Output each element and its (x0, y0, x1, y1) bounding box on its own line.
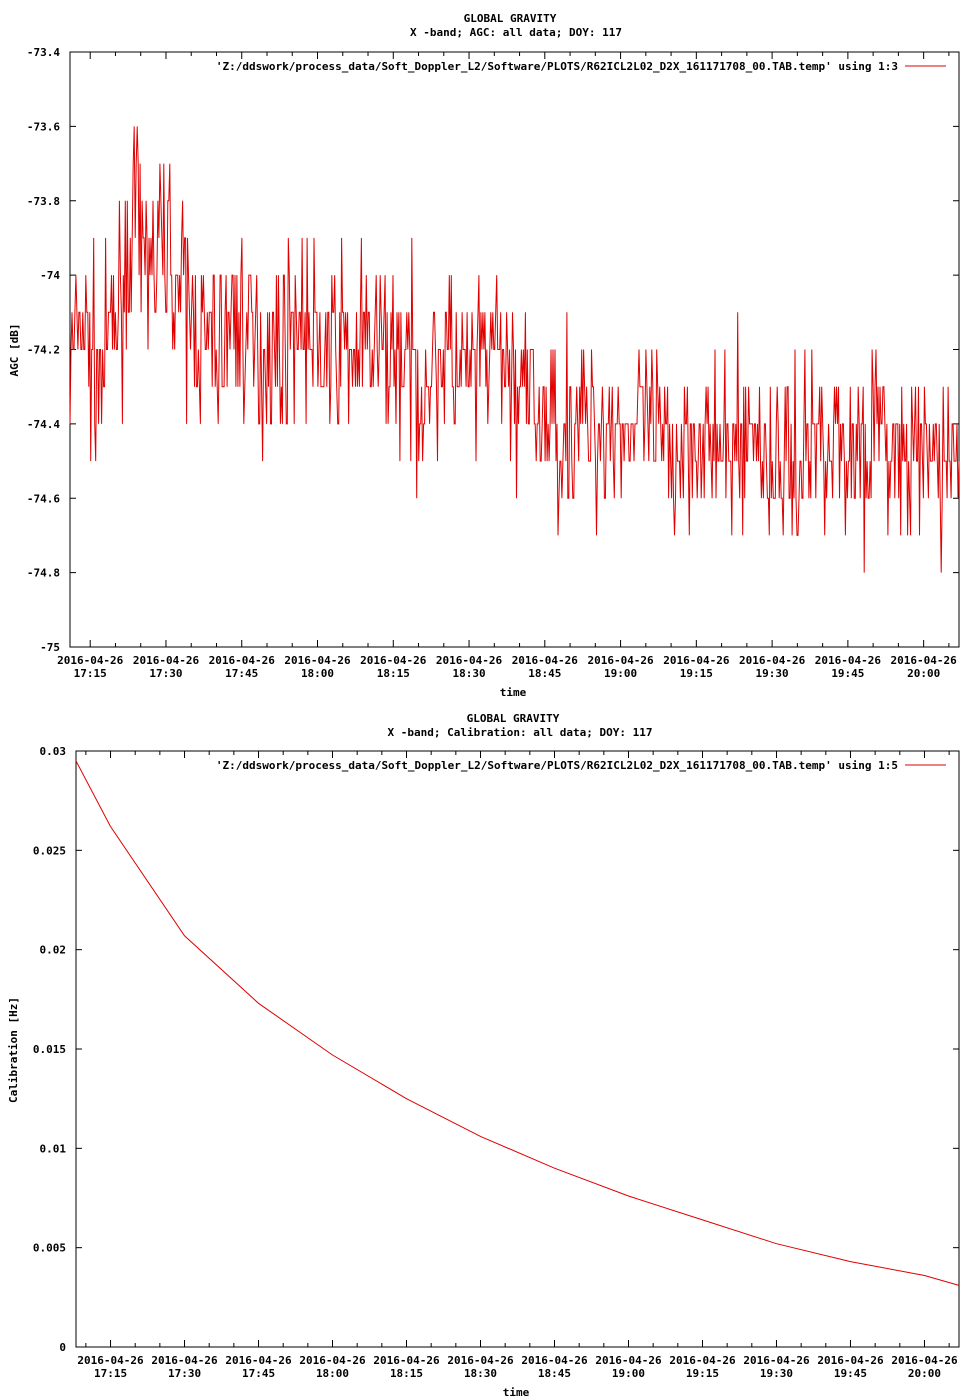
calibration-x-tick-time: 18:00 (316, 1367, 349, 1380)
calibration-x-tick-date: 2016-04-26 (225, 1354, 292, 1367)
agc-chart: GLOBAL GRAVITY X -band; AGC: all data; D… (8, 12, 960, 699)
calibration-y-ticks: 0.03 0.025 0.02 0.015 0.01 0.005 0 (33, 745, 959, 1354)
calibration-series-line (75, 760, 960, 1286)
agc-x-tick-date: 2016-04-26 (663, 654, 730, 667)
calibration-x-tick-date: 2016-04-26 (595, 1354, 662, 1367)
calibration-plot-frame (75, 750, 960, 1348)
agc-x-tick-time: 18:30 (452, 667, 485, 680)
agc-x-tick-date: 2016-04-26 (284, 654, 351, 667)
calibration-y-tick-label: 0.03 (40, 745, 67, 758)
agc-y-tick-label: -73.6 (27, 120, 60, 133)
calibration-y-tick-label: 0.02 (40, 944, 67, 957)
agc-legend-label: 'Z:/ddswork/process_data/Soft_Doppler_L2… (216, 60, 898, 73)
calibration-x-tick-date: 2016-04-26 (817, 1354, 884, 1367)
calibration-x-tick-time: 17:45 (242, 1367, 275, 1380)
agc-x-tick-time: 17:30 (149, 667, 182, 680)
calibration-x-tick-time: 17:15 (94, 1367, 127, 1380)
agc-y-tick-label: -74.8 (27, 567, 60, 580)
calibration-x-tick-date: 2016-04-26 (891, 1354, 958, 1367)
agc-x-tick-time: 17:15 (74, 667, 107, 680)
calibration-x-tick-date: 2016-04-26 (299, 1354, 366, 1367)
agc-plot-frame (69, 51, 960, 648)
calibration-x-tick-date: 2016-04-26 (373, 1354, 440, 1367)
agc-x-tick-time: 19:00 (604, 667, 637, 680)
agc-x-tick-date: 2016-04-26 (739, 654, 806, 667)
calibration-x-tick-time: 18:45 (538, 1367, 571, 1380)
agc-x-tick-time: 19:30 (756, 667, 789, 680)
calibration-x-tick-date: 2016-04-26 (521, 1354, 588, 1367)
calibration-y-tick-label: 0 (59, 1341, 66, 1354)
agc-x-tick-date: 2016-04-26 (209, 654, 276, 667)
calibration-y-axis-label: Calibration [Hz] (7, 997, 20, 1103)
agc-x-tick-time: 20:00 (907, 667, 940, 680)
calibration-chart: GLOBAL GRAVITY X -band; Calibration: all… (7, 712, 960, 1399)
agc-y-tick-label: -74.4 (27, 418, 60, 431)
agc-x-tick-time: 18:00 (301, 667, 334, 680)
agc-y-axis-label: AGC [dB] (8, 324, 21, 377)
agc-x-ticks: 2016-04-2617:152016-04-2617:302016-04-26… (57, 52, 957, 680)
agc-x-tick-date: 2016-04-26 (360, 654, 427, 667)
agc-x-tick-time: 19:45 (831, 667, 864, 680)
agc-x-tick-date: 2016-04-26 (133, 654, 200, 667)
calibration-y-tick-label: 0.025 (33, 844, 66, 857)
agc-y-tick-label: -74.6 (27, 492, 60, 505)
agc-x-tick-date: 2016-04-26 (891, 654, 958, 667)
agc-x-axis-label: time (500, 686, 527, 699)
calibration-x-ticks: 2016-04-2617:152016-04-2617:302016-04-26… (77, 751, 958, 1380)
calibration-x-tick-time: 18:15 (390, 1367, 423, 1380)
calibration-x-tick-date: 2016-04-26 (447, 1354, 514, 1367)
calibration-x-axis-label: time (503, 1386, 530, 1399)
agc-y-tick-label: -74 (40, 269, 60, 282)
calibration-x-tick-date: 2016-04-26 (77, 1354, 144, 1367)
agc-x-tick-date: 2016-04-26 (512, 654, 579, 667)
calibration-legend-label: 'Z:/ddswork/process_data/Soft_Doppler_L2… (216, 759, 898, 772)
calibration-x-tick-date: 2016-04-26 (669, 1354, 736, 1367)
calibration-x-tick-time: 19:00 (612, 1367, 645, 1380)
calibration-y-tick-label: 0.01 (40, 1142, 67, 1155)
calibration-x-tick-time: 18:30 (464, 1367, 497, 1380)
agc-x-tick-date: 2016-04-26 (587, 654, 654, 667)
calibration-x-tick-time: 19:45 (834, 1367, 867, 1380)
agc-chart-title: GLOBAL GRAVITY (464, 12, 557, 25)
agc-x-tick-date: 2016-04-26 (436, 654, 503, 667)
agc-series-line (69, 126, 960, 573)
calibration-x-tick-date: 2016-04-26 (743, 1354, 810, 1367)
calibration-x-tick-time: 19:15 (686, 1367, 719, 1380)
agc-x-tick-date: 2016-04-26 (57, 654, 124, 667)
calibration-y-tick-label: 0.005 (33, 1242, 66, 1255)
agc-chart-subtitle: X -band; AGC: all data; DOY: 117 (410, 26, 622, 39)
calibration-chart-subtitle: X -band; Calibration: all data; DOY: 117 (388, 726, 653, 739)
agc-y-tick-label: -75 (40, 641, 60, 654)
agc-x-tick-time: 19:15 (680, 667, 713, 680)
calibration-y-tick-label: 0.015 (33, 1043, 66, 1056)
calibration-x-tick-time: 17:30 (168, 1367, 201, 1380)
agc-x-tick-date: 2016-04-26 (815, 654, 882, 667)
agc-y-tick-label: -74.2 (27, 344, 60, 357)
agc-x-tick-time: 18:15 (377, 667, 410, 680)
calibration-chart-title: GLOBAL GRAVITY (467, 712, 560, 725)
agc-x-tick-time: 17:45 (225, 667, 258, 680)
agc-y-tick-label: -73.8 (27, 195, 60, 208)
calibration-x-tick-time: 20:00 (908, 1367, 941, 1380)
calibration-x-tick-date: 2016-04-26 (151, 1354, 218, 1367)
agc-y-ticks: -73.4 -73.6 -73.8 -74 -74.2 -74.4 -74.6 -74.8 -7… (27, 46, 959, 654)
agc-y-tick-label: -73.4 (27, 46, 60, 59)
agc-x-tick-time: 18:45 (528, 667, 561, 680)
calibration-x-tick-time: 19:30 (760, 1367, 793, 1380)
